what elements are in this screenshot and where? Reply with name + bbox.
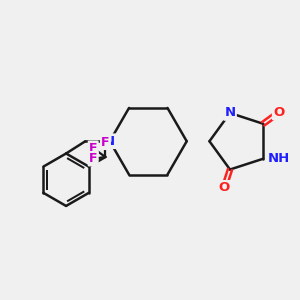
Text: N: N [224, 106, 236, 119]
Text: N: N [104, 135, 116, 148]
Text: O: O [273, 106, 284, 119]
Text: F: F [89, 142, 98, 155]
Text: O: O [218, 181, 230, 194]
Text: F: F [101, 136, 110, 149]
Text: NH: NH [267, 152, 290, 165]
Text: F: F [89, 152, 98, 165]
